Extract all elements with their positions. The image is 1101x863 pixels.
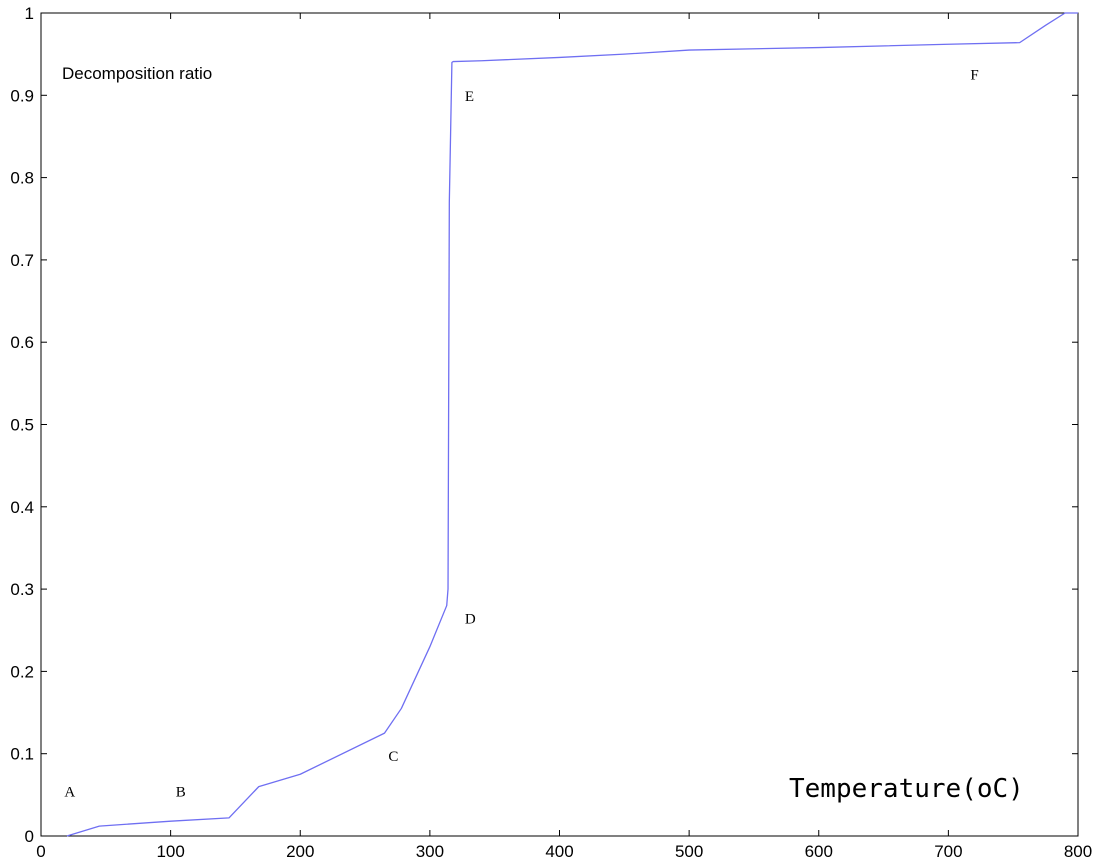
y-tick-label: 0.2 [10, 662, 34, 681]
point-label-a: A [64, 784, 75, 800]
x-tick-label: 200 [286, 842, 314, 861]
x-tick-label: 700 [934, 842, 962, 861]
y-tick-label: 1 [25, 4, 34, 23]
y-tick-label: 0.8 [10, 169, 34, 188]
y-tick-label: 0.4 [10, 498, 34, 517]
point-label-b: B [176, 784, 186, 800]
y-tick-label: 0.5 [10, 416, 34, 435]
x-axis-label: Temperature(oC) [789, 774, 1024, 804]
point-label-f: F [970, 68, 978, 84]
x-tick-label: 500 [675, 842, 703, 861]
ticks: 0 100 200 300 400 500 600 700 800 0 0.1 0.2 0.3 0.4 0.… [10, 4, 1092, 861]
series [66, 12, 1078, 837]
x-tick-label: 800 [1064, 842, 1092, 861]
y-tick-label: 0.6 [10, 333, 34, 352]
plot-area [40, 12, 1079, 837]
x-tick-label: 100 [156, 842, 184, 861]
point-label-d: D [465, 612, 476, 628]
y-axis-label: Decomposition ratio [62, 64, 212, 83]
y-tick-label: 0.1 [10, 745, 34, 764]
x-tick-label: 0 [36, 842, 45, 861]
annotations: A B C D E F [64, 68, 978, 801]
y-tick-label: 0 [25, 827, 34, 846]
x-tick-label: 300 [416, 842, 444, 861]
point-label-c: C [388, 749, 398, 765]
y-tick-label: 0.3 [10, 580, 34, 599]
point-label-e: E [465, 89, 474, 105]
series-line [66, 12, 1078, 837]
y-tick-label: 0.9 [10, 86, 34, 105]
x-tick-label: 400 [545, 842, 573, 861]
y-tick-label: 0.7 [10, 251, 34, 270]
x-tick-label: 600 [805, 842, 833, 861]
